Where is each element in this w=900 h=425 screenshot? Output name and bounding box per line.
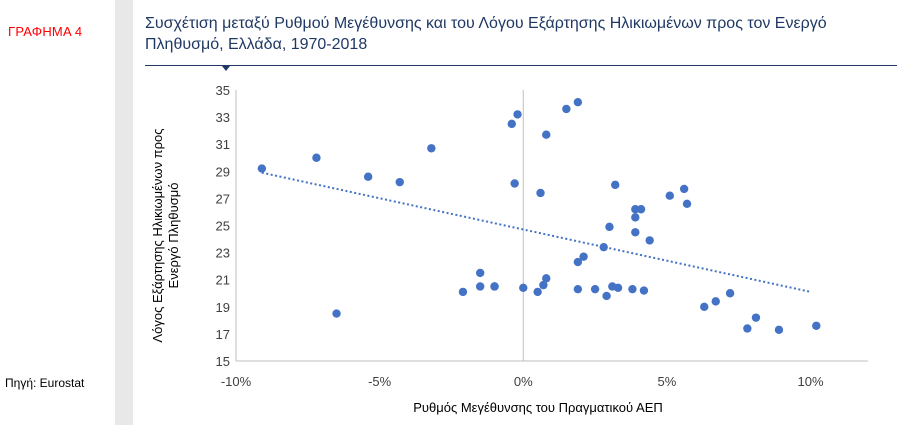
data-point [679,184,689,194]
y-axis-title-line: Ενεργό Πληθυσμό [166,183,181,289]
data-point [475,268,485,278]
data-point [645,236,654,245]
data-point [513,110,522,119]
data-point [475,282,485,291]
data-point [312,153,321,162]
data-point [579,252,588,261]
y-tick-label: 21 [216,273,230,288]
data-point [395,177,404,187]
y-tick-label: 27 [216,191,230,206]
x-tick-label: 10% [798,374,824,389]
y-tick-label: 33 [216,110,230,125]
figure-label: ΓΡΑΦΗΜΑ 4 [8,24,83,39]
points-layer [257,97,821,335]
data-point [682,199,692,209]
data-point [573,97,583,107]
data-point [599,242,608,252]
data-point [812,321,821,330]
y-axis-title-line: Λόγος Εξάρτησης Ηλικιωμένων προς [150,128,165,342]
data-point [602,291,611,301]
data-point [636,205,646,214]
data-point [631,205,640,214]
data-point [573,284,583,294]
data-point [536,188,545,198]
data-point [542,274,551,283]
title-rule [145,65,897,66]
data-point [700,302,709,311]
data-point [711,297,720,306]
y-tick-label: 25 [216,219,230,234]
data-point [542,130,551,139]
data-point [751,313,761,322]
data-point [639,286,649,295]
chart-title: Συσχέτιση μεταξύ Ρυθμού Μεγέθυνσης και τ… [145,15,827,53]
data-point [613,283,623,293]
data-point [332,309,341,318]
labels-layer: 15 17 19 21 23 25 27 29 31 33 35 -10% -5% 0% 5% 10% Ρυθμ… [150,83,824,415]
y-tick-label: 19 [216,300,230,315]
data-point [774,325,784,335]
data-point [519,283,528,293]
title-notch [222,66,230,71]
x-tick-label: -5% [368,374,392,389]
data-point [257,164,267,173]
y-tick-label: 15 [216,354,230,369]
y-tick-label: 35 [216,83,230,98]
source-note: Πηγή: Eurostat [5,376,85,390]
y-tick-label: 29 [216,164,230,179]
data-point [725,289,735,298]
trendline [261,171,811,293]
gutter [115,0,133,425]
data-point [363,172,373,181]
data-point [628,284,637,294]
y-tick-label: 31 [216,137,230,152]
data-point [458,287,468,297]
data-point [631,213,640,222]
y-tick-label: 23 [216,246,230,261]
axes-layer [235,90,868,362]
data-point [573,257,583,267]
left-panel: ΓΡΑΦΗΜΑ 4 Πηγή: Eurostat [0,0,115,425]
data-point [533,287,542,297]
data-point [562,104,571,114]
data-point [631,228,640,237]
x-tick-label: -10% [221,374,252,389]
data-point [590,284,600,294]
data-point [507,119,516,129]
data-point [743,324,752,333]
x-axis-title: Ρυθμός Μεγέθυνσης του Πραγματικού ΑΕΠ [413,400,663,415]
data-point [427,144,436,153]
x-tick-label: 0% [514,374,533,389]
data-point [605,222,614,232]
data-point [539,280,548,290]
y-tick-label: 17 [216,327,230,342]
data-point [665,191,674,200]
data-point [490,282,499,291]
trendline-layer [261,171,811,293]
data-point [510,179,519,188]
data-point [611,180,620,190]
x-tick-label: 5% [658,374,677,389]
